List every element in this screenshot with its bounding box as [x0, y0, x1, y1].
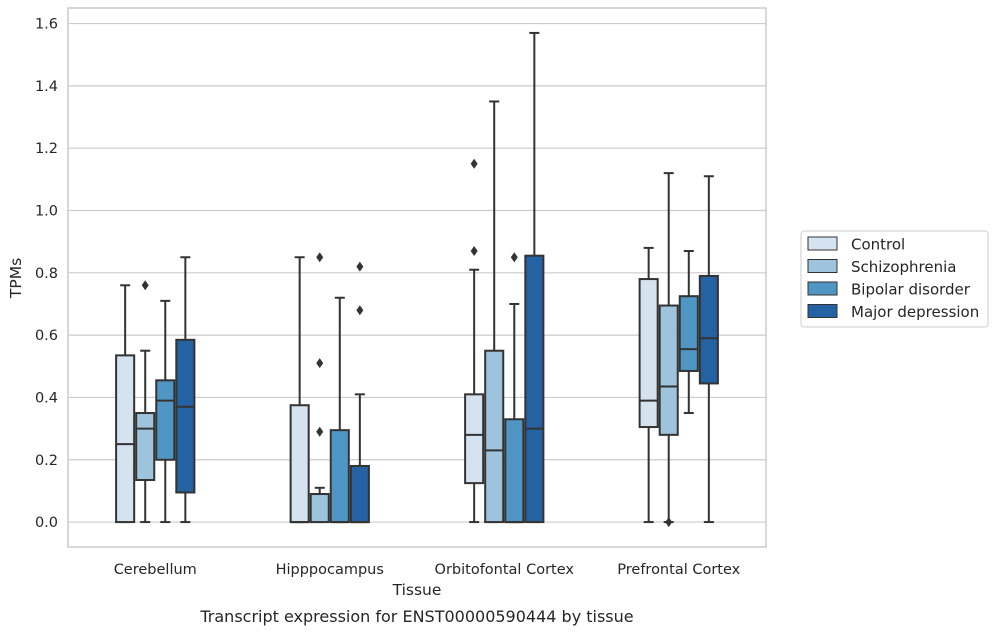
legend-label: Schizophrenia: [851, 258, 956, 276]
iqr-box: [175, 338, 196, 494]
iqr-box: [329, 429, 350, 524]
legend-swatch: [807, 281, 838, 296]
y-axis-label: TPMs: [7, 258, 25, 299]
x-tick-labels: Cerebellum Hipppocampus Orbitofontal Corte…: [114, 562, 741, 578]
y-tick-label: 1.2: [35, 141, 58, 157]
box-schizophrenia: [658, 172, 679, 528]
legend-swatch: [807, 236, 838, 251]
box-control: [115, 284, 136, 524]
outlier-point: [470, 158, 478, 169]
box-major-depression: [524, 31, 545, 524]
chart-caption: Transcript expression for ENST0000059044…: [199, 607, 633, 626]
outlier-point: [356, 261, 364, 272]
x-tick-label: Orbitofontal Cortex: [435, 562, 575, 578]
iqr-box: [464, 393, 485, 485]
outlier-point: [316, 358, 324, 369]
box-major-depression: [175, 256, 196, 524]
outlier-point: [356, 305, 364, 316]
legend-frame: [800, 230, 989, 328]
iqr-box: [638, 278, 659, 429]
box-control: [638, 246, 659, 524]
legend-label: Bipolar disorder: [851, 281, 971, 299]
y-tick-label: 0.6: [35, 328, 58, 344]
y-tick-label: 0.4: [35, 390, 58, 406]
box-schizophrenia: [135, 280, 156, 524]
iqr-box: [289, 404, 310, 524]
iqr-box: [135, 412, 156, 482]
box-bipolar-disorder: [155, 299, 176, 524]
iqr-box: [678, 295, 699, 372]
outlier-point: [316, 252, 324, 263]
box-plots: [115, 31, 719, 528]
iqr-box: [658, 304, 679, 436]
outlier-point: [316, 426, 324, 437]
iqr-box: [698, 274, 719, 385]
y-tick-labels: 0.0 0.2 0.4 0.6 0.8 1.0 1.2 1.4 1.6: [35, 17, 58, 531]
legend-swatch: [807, 304, 838, 318]
outlier-point: [510, 252, 518, 263]
iqr-box: [309, 493, 330, 524]
outlier-point: [470, 246, 478, 257]
iqr-box: [524, 254, 545, 524]
plot-frame: [67, 7, 767, 548]
x-axis-label: Tissue: [392, 581, 442, 599]
legend-label: Major depression: [851, 303, 979, 321]
y-tick-label: 0.2: [35, 453, 58, 469]
iqr-box: [484, 349, 505, 524]
iqr-box: [349, 464, 370, 524]
y-tick-label: 1.4: [35, 79, 58, 95]
iqr-box: [115, 354, 136, 524]
box-bipolar-disorder: [678, 250, 699, 415]
box-major-depression: [698, 175, 719, 524]
box-bipolar-disorder: [504, 252, 525, 524]
box-schizophrenia: [484, 100, 505, 524]
box-major-depression: [349, 261, 370, 524]
y-tick-label: 0.0: [35, 515, 58, 531]
box-schizophrenia: [309, 252, 330, 524]
box-control: [289, 256, 310, 524]
iqr-box: [155, 379, 176, 461]
outlier-point: [141, 280, 149, 291]
x-tick-label: Prefrontal Cortex: [617, 562, 740, 578]
box-control: [464, 158, 485, 524]
box-bipolar-disorder: [329, 296, 350, 524]
legend: Control Schizophrenia Bipolar disorder Majo…: [800, 230, 989, 328]
iqr-box: [504, 418, 525, 524]
x-tick-label: Hipppocampus: [276, 562, 384, 578]
y-tick-label: 1.0: [35, 204, 58, 220]
legend-swatch: [807, 259, 838, 273]
x-tick-label: Cerebellum: [114, 562, 197, 578]
outlier-point: [665, 517, 673, 528]
y-tick-label: 0.8: [35, 266, 58, 282]
y-tick-label: 1.6: [35, 17, 58, 33]
legend-label: Control: [851, 236, 905, 254]
